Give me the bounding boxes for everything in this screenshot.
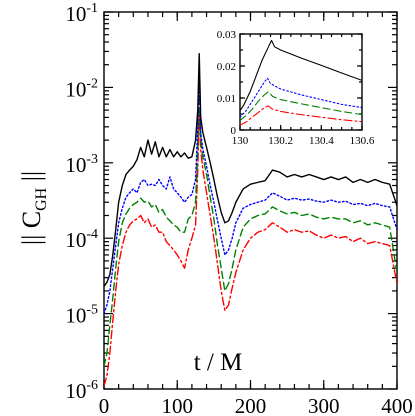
inset-series-green-dashed — [240, 91, 362, 121]
svg-text:|| CGH ||: || CGH || — [17, 171, 50, 245]
main-y-tick-label: 10-3 — [65, 152, 98, 177]
inset-x-tick-label: 130.2 — [268, 135, 293, 147]
inset-series-blue-dotted — [240, 77, 362, 118]
main-y-tick-label: 10-6 — [65, 378, 98, 403]
main-series-green-dashed — [104, 83, 397, 367]
y-axis-label: || CGH || — [17, 171, 50, 245]
y-axis-label-sub: GH — [33, 187, 50, 211]
main-x-tick-label: 0 — [99, 394, 110, 416]
main-y-tick-label: 10-1 — [65, 1, 98, 26]
main-series-blue-dotted — [104, 71, 397, 315]
main-frame — [103, 11, 398, 390]
main-y-tick-label: 10-2 — [65, 76, 98, 101]
main-y-tick-label: 10-5 — [65, 303, 98, 328]
main-y-tick-label: 10-4 — [65, 227, 98, 252]
inset-frame — [239, 33, 363, 131]
main-x-tick-label: 100 — [162, 394, 194, 416]
y-axis-label-close: || — [17, 171, 46, 188]
inset-y-tick-label: 0.03 — [217, 29, 237, 41]
inset-y-tick-label: 0.02 — [217, 61, 236, 73]
inset-plot: 130 130.2 130.4 130.6 0 0.01 0.02 0.03 — [217, 29, 375, 147]
main-x-tick-label: 200 — [235, 394, 267, 416]
inset-x-tick-label: 130.4 — [309, 135, 334, 147]
main-series-red-dashdot — [104, 109, 397, 387]
main-plot: 0 100 200 300 400 10-6 10-5 10-4 10-3 10-2 10-1 — [65, 1, 412, 416]
main-x-tick-label: 300 — [308, 394, 340, 416]
inset-y-tick-label: 0.01 — [217, 93, 236, 105]
inset-series-black-solid — [240, 39, 362, 112]
inset-y-tick-label: 0 — [231, 125, 237, 137]
inset-x-tick-label: 130.6 — [350, 135, 375, 147]
inset-series-red-dashdot — [240, 105, 362, 126]
main-x-tick-label: 400 — [381, 394, 413, 416]
inset-x-tick-label: 130 — [232, 135, 249, 147]
y-axis-label-main: || C — [17, 211, 46, 245]
main-series-black-solid — [104, 52, 397, 288]
x-axis-label: t / M — [194, 349, 243, 376]
